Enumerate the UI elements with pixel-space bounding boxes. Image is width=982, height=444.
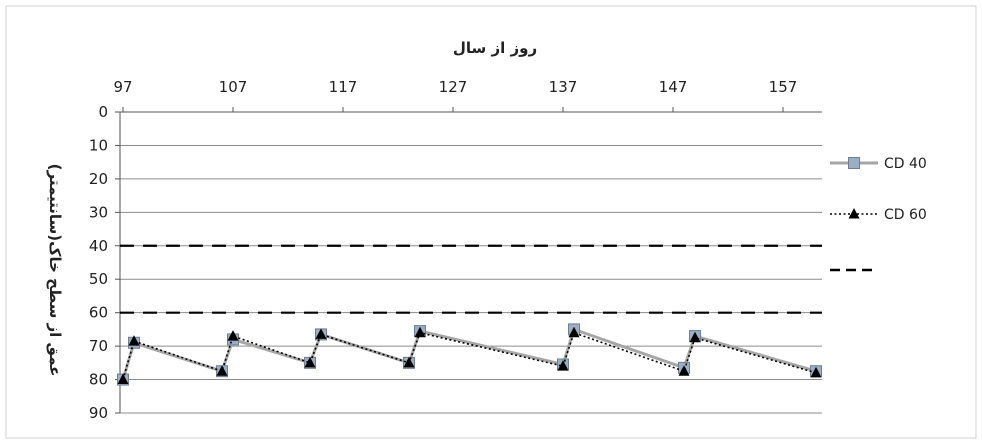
legend-cd40-label: CD 40 <box>884 156 927 172</box>
cd60-point <box>315 328 327 339</box>
y-tick-label: 80 <box>89 371 108 389</box>
y-tick-label: 60 <box>89 304 108 322</box>
cd60-point <box>216 365 228 376</box>
cd60-point <box>568 326 580 338</box>
legend-cd40-marker <box>848 157 860 169</box>
y-tick-label: 50 <box>89 270 108 288</box>
y-tick-label: 10 <box>89 136 108 154</box>
legend-cd60-marker <box>848 208 860 219</box>
cd60-point <box>117 373 129 385</box>
y-tick-label: 0 <box>98 103 108 121</box>
series-layer <box>117 244 822 386</box>
x-tick-label: 117 <box>329 78 358 96</box>
x-axis-title: روز از سال <box>453 39 537 57</box>
cd60-point <box>414 326 426 338</box>
x-tick-label: 97 <box>113 78 132 96</box>
x-tick-label: 137 <box>549 78 578 96</box>
cd60-point <box>403 356 415 368</box>
cd60-point <box>557 360 569 371</box>
x-tick-label: 157 <box>769 78 798 96</box>
cd60-point <box>304 356 316 368</box>
cd60-point <box>128 335 140 346</box>
chart-border <box>5 5 977 439</box>
cd60-point <box>689 331 701 343</box>
legend-cd60-label: CD 60 <box>884 207 927 223</box>
y-tick-label: 30 <box>89 203 108 221</box>
y-tick-label: 90 <box>89 404 108 422</box>
y-tick-label: 20 <box>89 170 108 188</box>
x-tick-label: 147 <box>659 78 688 96</box>
y-axis-title: عمق از سطح خاک(سانتیمتر) <box>46 164 64 377</box>
y-tick-label: 40 <box>89 237 108 255</box>
cd60-point <box>810 366 822 378</box>
y-tick-label: 70 <box>89 337 108 355</box>
x-tick-label: 127 <box>439 78 468 96</box>
cd60-point <box>227 330 239 341</box>
axis-layer: 0 10 20 30 40 50 60 70 80 90 97 107 117 127 137 147 157 <box>89 78 822 422</box>
cd60-point <box>678 365 690 376</box>
x-tick-label: 107 <box>219 78 248 96</box>
